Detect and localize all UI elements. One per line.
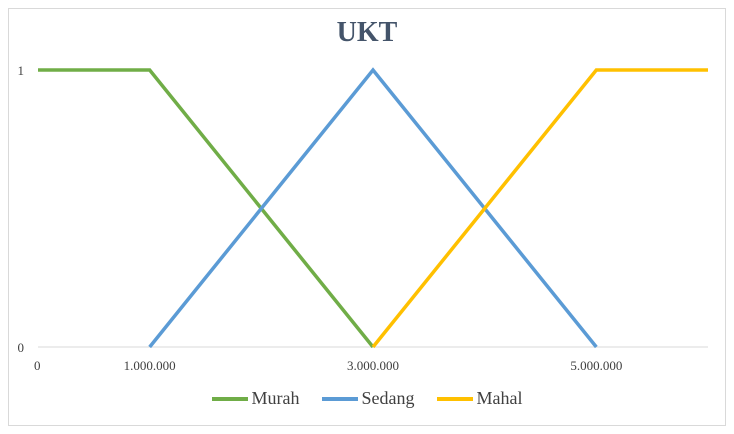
legend: Murah Sedang Mahal bbox=[0, 388, 734, 409]
legend-label: Sedang bbox=[361, 388, 415, 408]
series-line-mahal bbox=[371, 68, 708, 349]
legend-item-sedang: Sedang bbox=[321, 388, 415, 409]
legend-swatch bbox=[321, 396, 358, 401]
series-line-murah bbox=[38, 68, 375, 349]
legend-swatch bbox=[436, 396, 473, 401]
series-line-sedang bbox=[148, 67, 598, 349]
y-tick-label: 1 bbox=[18, 63, 25, 78]
legend-label: Murah bbox=[251, 388, 300, 408]
chart-title: UKT bbox=[336, 17, 398, 48]
legend-item-murah: Murah bbox=[211, 388, 300, 409]
y-tick-label: 0 bbox=[18, 340, 25, 355]
legend-label: Mahal bbox=[476, 388, 523, 408]
x-tick-label: 0 bbox=[34, 358, 41, 373]
x-tick-label: 3.000.000 bbox=[347, 358, 399, 373]
series-group bbox=[38, 67, 708, 349]
tick-labels: 0 1.000.000 3.000.000 5.000.000 0 1 bbox=[18, 63, 623, 373]
legend-item-mahal: Mahal bbox=[436, 388, 523, 409]
x-tick-label: 1.000.000 bbox=[124, 358, 176, 373]
legend-swatch bbox=[211, 396, 248, 401]
x-tick-label: 5.000.000 bbox=[570, 358, 622, 373]
